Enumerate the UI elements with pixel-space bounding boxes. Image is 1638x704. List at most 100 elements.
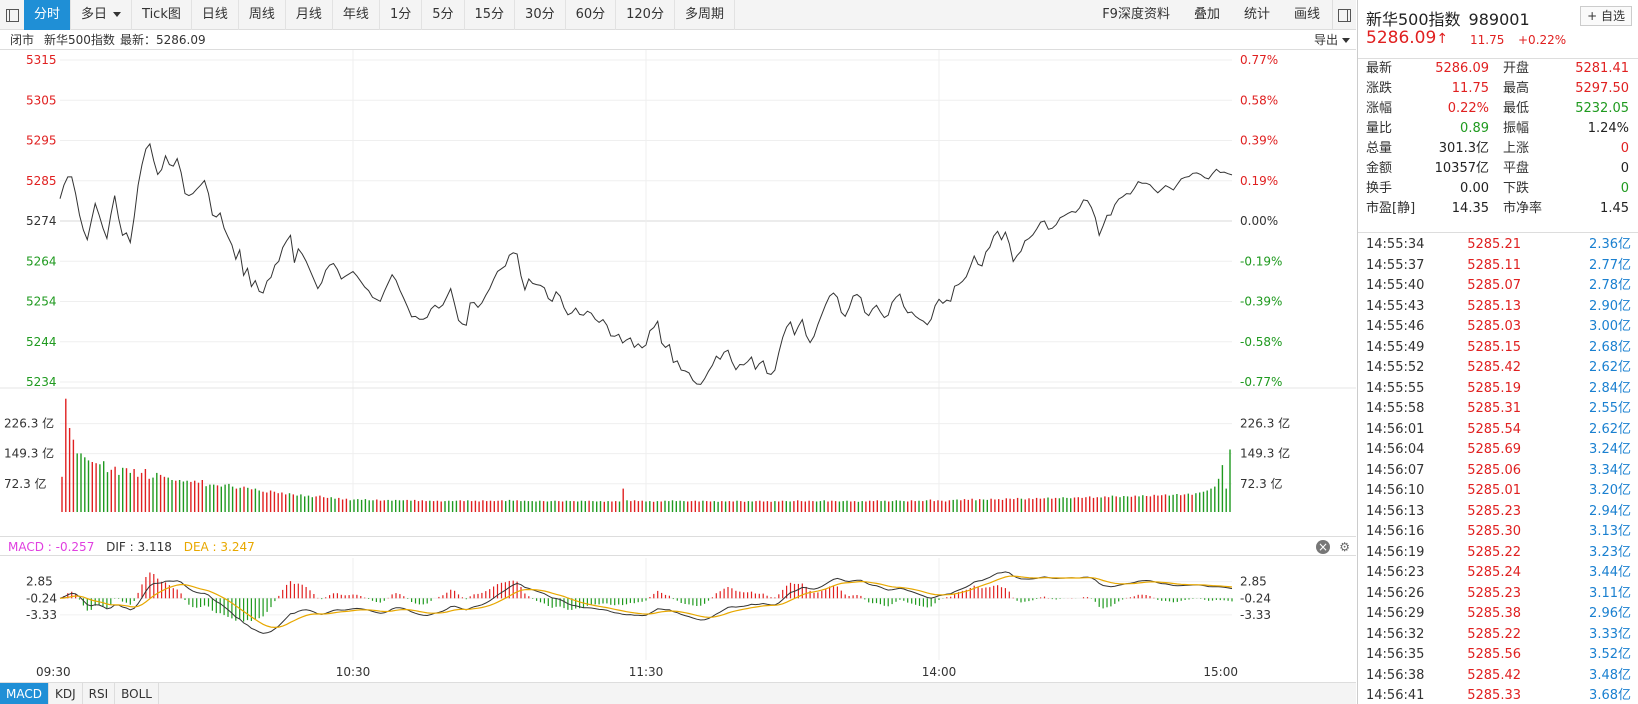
- tab-indicator[interactable]: BOLL: [115, 683, 159, 704]
- tick-volume: 2.77亿: [1589, 257, 1631, 273]
- tick-price: 5285.21: [1467, 237, 1521, 252]
- tab-period[interactable]: 多日: [71, 0, 133, 30]
- tick-volume: 3.34亿: [1589, 462, 1631, 478]
- quote-label: 平盘: [1503, 161, 1530, 176]
- quote-value: 1.24%: [1587, 121, 1629, 136]
- tab-period[interactable]: 1分: [380, 0, 423, 30]
- macd-tick-label: -0.24: [26, 591, 57, 605]
- pct-tick-label: -0.39%: [1240, 295, 1282, 309]
- tab-indicator[interactable]: KDJ: [49, 683, 83, 704]
- tick-price: 5285.38: [1467, 606, 1521, 621]
- volume-tick-label: 226.3 亿: [1240, 416, 1290, 431]
- tab-period[interactable]: 120分: [616, 0, 675, 30]
- macd-tick-label: -0.24: [1240, 591, 1271, 605]
- volume-tick-label: 226.3 亿: [4, 416, 54, 431]
- tick-price: 5285.33: [1467, 688, 1521, 703]
- tab-period[interactable]: 多周期: [675, 0, 735, 30]
- volume-tick-label: 72.3 亿: [1240, 476, 1283, 491]
- tick-volume: 3.11亿: [1589, 585, 1631, 601]
- tick-volume: 3.20亿: [1589, 483, 1631, 498]
- tick-price: 5285.23: [1467, 585, 1521, 601]
- quote-label: 涨幅: [1366, 101, 1393, 116]
- quote-value: 0.22%: [1447, 101, 1489, 116]
- quote-label: 换手: [1366, 181, 1393, 196]
- tab-period[interactable]: 分时: [24, 0, 72, 30]
- macd-value: MACD : -0.257: [8, 540, 95, 554]
- tick-time: 14:56:29: [1366, 606, 1425, 621]
- quote-label: 量比: [1366, 121, 1393, 136]
- tick-time: 14:56:32: [1366, 626, 1425, 642]
- quote-row: 最新 5286.09 开盘 5281.41: [1358, 59, 1638, 79]
- tab-period[interactable]: 15分: [465, 0, 516, 30]
- quote-label: 最新: [1366, 61, 1393, 76]
- price-value: 5286.09: [1366, 28, 1437, 48]
- macd-tick-label: -3.33: [1240, 608, 1271, 622]
- toolbar-tool-button[interactable]: 统计: [1243, 7, 1270, 22]
- tab-period[interactable]: 日线: [192, 0, 239, 30]
- tick-time: 14:56:13: [1366, 503, 1425, 519]
- tick-row: 14:56:23 5285.24 3.44亿: [1358, 563, 1638, 584]
- tick-price: 5285.22: [1467, 544, 1521, 560]
- tab-indicator[interactable]: MACD: [0, 683, 49, 704]
- tick-price: 5285.42: [1467, 360, 1521, 375]
- tick-price: 5285.56: [1467, 647, 1521, 662]
- tab-period[interactable]: 年线: [333, 0, 380, 30]
- gear-icon[interactable]: ⚙: [1339, 540, 1350, 554]
- quote-value: 0.89: [1460, 121, 1489, 136]
- tick-time: 14:55:40: [1366, 278, 1425, 293]
- tab-period[interactable]: Tick图: [132, 0, 192, 30]
- right-panel-toggle-icon[interactable]: [1332, 0, 1356, 30]
- tab-period[interactable]: 30分: [515, 0, 566, 30]
- quote-label: 金额: [1366, 161, 1393, 176]
- time-tick-label: 15:00: [1203, 665, 1238, 679]
- quote-value: 5286.09: [1435, 61, 1489, 76]
- pct-tick-label: 0.58%: [1240, 93, 1278, 107]
- tick-price: 5285.69: [1467, 442, 1521, 457]
- tick-price: 5285.42: [1467, 667, 1521, 683]
- tick-row: 14:55:55 5285.19 2.84亿: [1358, 379, 1638, 400]
- quote-label: 开盘: [1503, 61, 1530, 76]
- tab-indicator[interactable]: RSI: [83, 683, 116, 704]
- time-tick-label: 09:30: [36, 665, 71, 679]
- market-status: 闭市: [10, 33, 35, 47]
- toolbar-tool-button[interactable]: F9深度资料: [1102, 7, 1170, 22]
- time-tick-label: 10:30: [336, 665, 371, 679]
- quote-row: 总量 301.3亿 上涨 0: [1358, 139, 1638, 159]
- current-price: 5286.09↑: [1366, 28, 1448, 48]
- quote-value: 1.45: [1600, 201, 1629, 216]
- tick-list[interactable]: 14:55:34 5285.21 2.36亿 14:55:37 5285.11 2.77亿…: [1358, 232, 1638, 704]
- left-panel-toggle-icon[interactable]: [0, 0, 24, 30]
- toolbar-tool-button[interactable]: 画线: [1293, 7, 1320, 22]
- index-code: 989001: [1468, 10, 1530, 29]
- tab-period[interactable]: 月线: [286, 0, 333, 30]
- quote-label: 涨跌: [1366, 81, 1393, 96]
- tab-period[interactable]: 60分: [566, 0, 617, 30]
- tick-row: 14:56:04 5285.69 3.24亿: [1358, 440, 1638, 461]
- tick-volume: 2.96亿: [1589, 606, 1631, 621]
- period-tabs: 分时 多日 Tick图 日线 周线 月线 年线 1分 5分 15分 30分 60分 120分 多周期: [24, 0, 735, 30]
- quote-value: 14.35: [1451, 201, 1489, 216]
- tick-volume: 3.13亿: [1589, 524, 1631, 539]
- tick-volume: 3.23亿: [1589, 544, 1631, 560]
- pct-tick-label: 0.39%: [1240, 134, 1278, 148]
- export-button[interactable]: 导出: [1313, 33, 1338, 47]
- price-tick-label: 5264: [26, 254, 57, 268]
- price-tick-label: 5244: [26, 335, 57, 349]
- price-line: [59, 142, 1233, 385]
- intraday-chart[interactable]: 5315 0.77% 5305 0.58% 5295 0.39% 5285 0.19% 5274…: [0, 0, 1356, 704]
- toolbar-tool-button[interactable]: 叠加: [1193, 7, 1220, 22]
- chevron-down-icon: [113, 12, 122, 17]
- price-tick-label: 5234: [26, 375, 57, 389]
- tick-price: 5285.31: [1467, 401, 1521, 416]
- tab-period[interactable]: 周线: [239, 0, 286, 30]
- chevron-down-icon[interactable]: [1342, 38, 1350, 43]
- tick-time: 14:56:07: [1366, 462, 1425, 478]
- close-icon[interactable]: ×: [1316, 540, 1330, 554]
- quote-label: 上涨: [1503, 141, 1530, 156]
- indicator-tabs: MACD KDJ RSI BOLL: [0, 682, 1356, 704]
- tick-row: 14:56:01 5285.54 2.62亿: [1358, 420, 1638, 441]
- tab-period[interactable]: 5分: [422, 0, 465, 30]
- tick-row: 14:56:07 5285.06 3.34亿: [1358, 461, 1638, 482]
- add-watchlist-button[interactable]: + 自选: [1580, 6, 1632, 26]
- tick-time: 14:55:49: [1366, 339, 1425, 355]
